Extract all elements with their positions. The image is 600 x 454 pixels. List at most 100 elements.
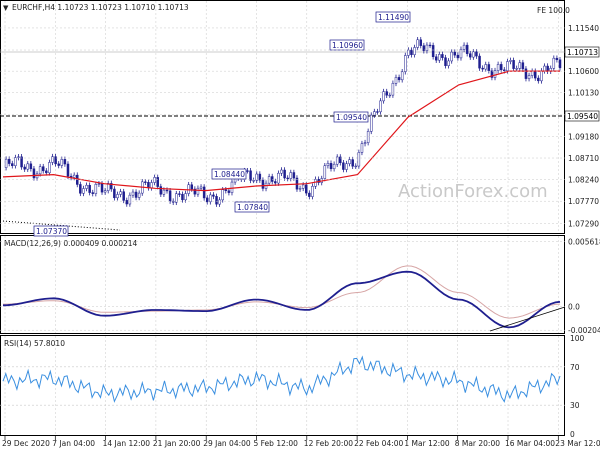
candle-body [354, 165, 358, 168]
candle-body [363, 142, 367, 144]
candle-body [165, 189, 169, 192]
candle-body [249, 170, 252, 181]
candle-body [546, 65, 549, 72]
candle-body [527, 75, 531, 79]
candle-body [202, 186, 206, 199]
candle-body [329, 163, 333, 170]
candle-body [456, 54, 460, 59]
candle-body [444, 57, 447, 66]
candle-body [400, 71, 404, 81]
candle-body [181, 193, 184, 201]
candle-body [221, 189, 224, 201]
candle-body [558, 59, 562, 69]
rsi-tick-label: 0 [570, 430, 575, 439]
price-annotation: 1.10960 [332, 41, 363, 50]
current-price-tag-box [564, 46, 600, 58]
candle-body [410, 49, 413, 55]
candle-body [487, 64, 491, 72]
time-tick-label: 29 Jan 04:00 [203, 439, 251, 448]
candle-body [255, 173, 258, 181]
time-tick-label: 22 Feb 04:00 [354, 439, 403, 448]
candle-body [119, 191, 122, 195]
candle-body [196, 187, 200, 195]
candle-body [388, 94, 392, 97]
candle-body [478, 55, 481, 69]
macd-trend-line [489, 306, 566, 332]
candle-body [100, 183, 104, 193]
price-tick-label: 1.08710 [568, 154, 599, 163]
price-annotation: 1.08440 [214, 170, 245, 179]
fe-label: FE 100.0 [537, 6, 570, 15]
candle-body [277, 172, 280, 184]
macd-pane [0, 235, 565, 334]
candle-body [103, 190, 107, 193]
rsi-tick-label: 30 [570, 401, 580, 410]
candle-body [490, 70, 494, 78]
candle-body [88, 184, 91, 193]
candle-body [187, 184, 190, 194]
candle-body [305, 184, 308, 194]
candle-body [515, 68, 518, 70]
candle-body [475, 51, 478, 57]
candle-body [524, 68, 528, 79]
macd-line [2, 270, 561, 329]
candle-body [323, 165, 327, 179]
candle-body [79, 184, 82, 194]
candle-body [110, 183, 113, 190]
time-tick-label: 1 Mar 12:00 [404, 439, 450, 448]
candle-body [63, 159, 67, 165]
candle-body [540, 70, 543, 82]
rsi-label: RSI(14) 57.8010 [4, 339, 65, 348]
time-tick-label: 7 Jan 04:00 [52, 439, 95, 448]
candle-body [94, 184, 98, 194]
price-tick-label: 1.10600 [568, 67, 599, 76]
candle-body [218, 199, 221, 205]
candle-body [506, 61, 509, 72]
candle-body [270, 176, 274, 182]
candle-body [26, 163, 30, 170]
candle-body [499, 64, 503, 71]
candle-body [66, 163, 70, 177]
candle-body [453, 51, 457, 56]
time-tick-label: 21 Jan 20:00 [153, 439, 201, 448]
price-tick-label: 1.07290 [568, 219, 599, 228]
candle-body [298, 188, 302, 190]
price-tick-label: 1.11540 [568, 24, 599, 33]
candle-body [54, 156, 57, 165]
symbol-header: EURCHF,H4 1.10723 1.10723 1.10710 1.1071… [12, 3, 189, 12]
candle-body [292, 172, 296, 179]
price-annotation-box [33, 225, 69, 237]
candle-body [131, 191, 135, 196]
candle-body [397, 77, 401, 81]
candle-body [493, 70, 497, 78]
level-price-tag-box [564, 110, 600, 122]
candle-body [199, 186, 203, 189]
candle-body [308, 192, 311, 197]
candle-body [373, 111, 376, 116]
candle-body [274, 181, 277, 184]
candle-body [301, 184, 305, 189]
candle-body [518, 62, 522, 69]
candle-body [38, 166, 42, 175]
price-pane [0, 0, 565, 234]
candle-body [450, 51, 453, 62]
candle-body [469, 53, 472, 58]
moving-average-line [2, 70, 560, 192]
candle-body [357, 152, 361, 167]
candle-body [422, 45, 426, 51]
candle-body [32, 168, 36, 179]
macd-tick-label: 0.0 [568, 302, 580, 311]
candle-body [441, 54, 444, 58]
candle-body [391, 83, 395, 96]
candle-body [156, 177, 159, 187]
dropdown-arrow-icon[interactable]: ▼ [3, 4, 9, 12]
candle-body [379, 100, 382, 113]
price-annotation-box [333, 111, 369, 123]
candle-body [530, 70, 534, 76]
time-tick-label: 8 Mar 20:00 [455, 439, 501, 448]
candle-body [382, 91, 385, 102]
candle-body [425, 44, 429, 51]
candle-body [509, 60, 512, 62]
price-annotation-box [211, 168, 247, 180]
candle-body [190, 184, 194, 190]
